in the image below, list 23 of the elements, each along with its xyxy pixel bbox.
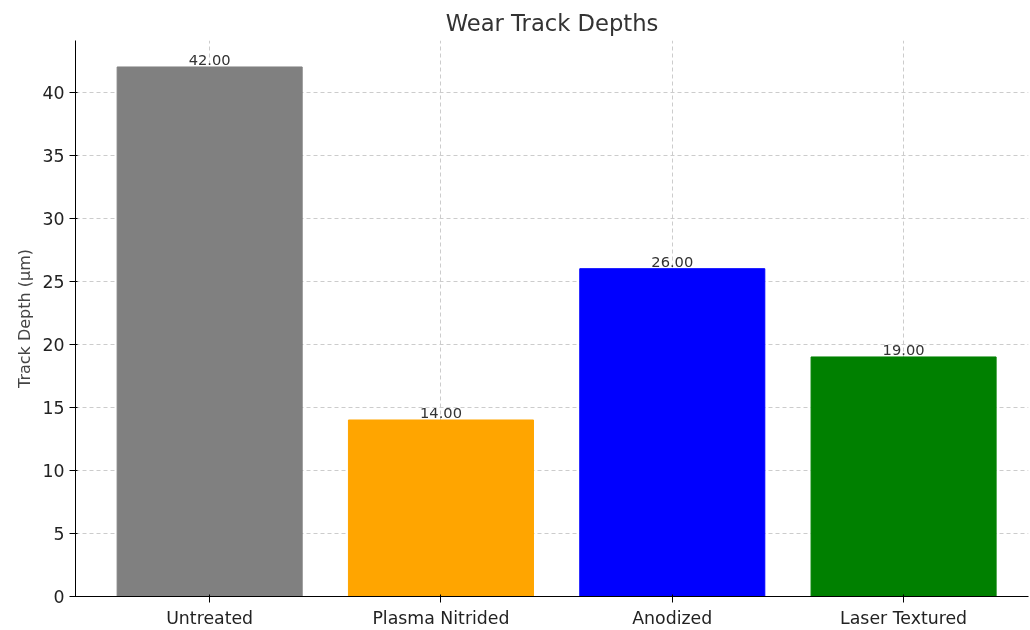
y-tick-label: 15 xyxy=(42,397,65,418)
y-tick-label: 5 xyxy=(53,523,65,544)
data-label: 19.00 xyxy=(882,340,925,358)
y-tick-label: 0 xyxy=(53,587,65,607)
x-tick-label: Anodized xyxy=(632,607,713,628)
x-tick-label: Plasma Nitrided xyxy=(372,607,510,628)
x-tick-label: Untreated xyxy=(166,607,254,628)
y-tick-label: 25 xyxy=(42,271,65,292)
y-tick-label: 30 xyxy=(42,208,65,229)
bar xyxy=(116,66,303,597)
y-tick-label: 10 xyxy=(42,460,65,481)
y-tick-label: 35 xyxy=(42,145,65,166)
data-label: 14.00 xyxy=(419,403,462,421)
chart-title: Wear Track Depths xyxy=(445,9,659,36)
y-tick-label: 20 xyxy=(42,334,65,355)
y-axis-title: Track Depth (μm) xyxy=(15,248,35,390)
x-tick-label: Laser Textured xyxy=(840,607,968,628)
bar xyxy=(810,356,997,597)
bar xyxy=(579,268,766,597)
bar xyxy=(347,419,534,597)
data-label: 26.00 xyxy=(651,252,694,270)
data-label: 42.00 xyxy=(188,50,231,68)
y-tick-label: 40 xyxy=(42,82,65,103)
